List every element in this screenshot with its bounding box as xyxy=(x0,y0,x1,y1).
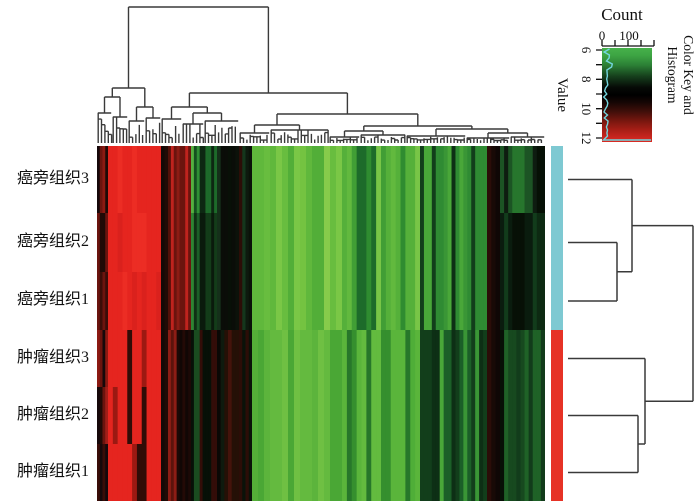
row-label: 癌旁组织3 xyxy=(16,169,89,187)
heatmap-row xyxy=(97,272,545,330)
heatmap-row xyxy=(97,444,545,501)
row-dendrogram xyxy=(568,178,694,474)
value-tick-label: 10 xyxy=(579,102,594,115)
heatmap-row xyxy=(97,213,545,272)
row-label: 肿瘤组织1 xyxy=(16,462,89,480)
value-axis-label: Value xyxy=(554,78,570,112)
count-tick-label-100: 100 xyxy=(619,28,639,43)
value-axis-ticks xyxy=(596,49,602,139)
row-label: 癌旁组织2 xyxy=(16,232,89,250)
histogram-trace xyxy=(601,48,651,141)
value-tick-label: 12 xyxy=(579,132,594,145)
count-axis xyxy=(601,40,655,47)
value-tick-label: 6 xyxy=(579,47,594,54)
column-dendrogram xyxy=(97,6,545,143)
side-color-para-carcinoma xyxy=(551,146,563,330)
legend-title-line2: Histogram xyxy=(665,47,680,104)
side-color-tumor xyxy=(551,330,563,501)
heatmap-row xyxy=(97,330,545,387)
row-label: 癌旁组织1 xyxy=(16,291,89,308)
legend-title-line1: Color Key and xyxy=(681,35,696,115)
row-label: 肿瘤组织3 xyxy=(16,348,89,366)
count-axis-label: Count xyxy=(601,5,643,24)
row-label: 肿瘤组织2 xyxy=(16,405,89,423)
count-tick-label-0: 0 xyxy=(599,28,606,43)
heatmap-row xyxy=(97,146,545,213)
heatmap-row xyxy=(97,387,545,444)
heatmap-canvas xyxy=(97,146,545,501)
color-key-legend: 6 8 10 12 Count 0 100 Value Color Key and H… xyxy=(554,5,696,145)
value-tick-label: 8 xyxy=(579,76,594,83)
